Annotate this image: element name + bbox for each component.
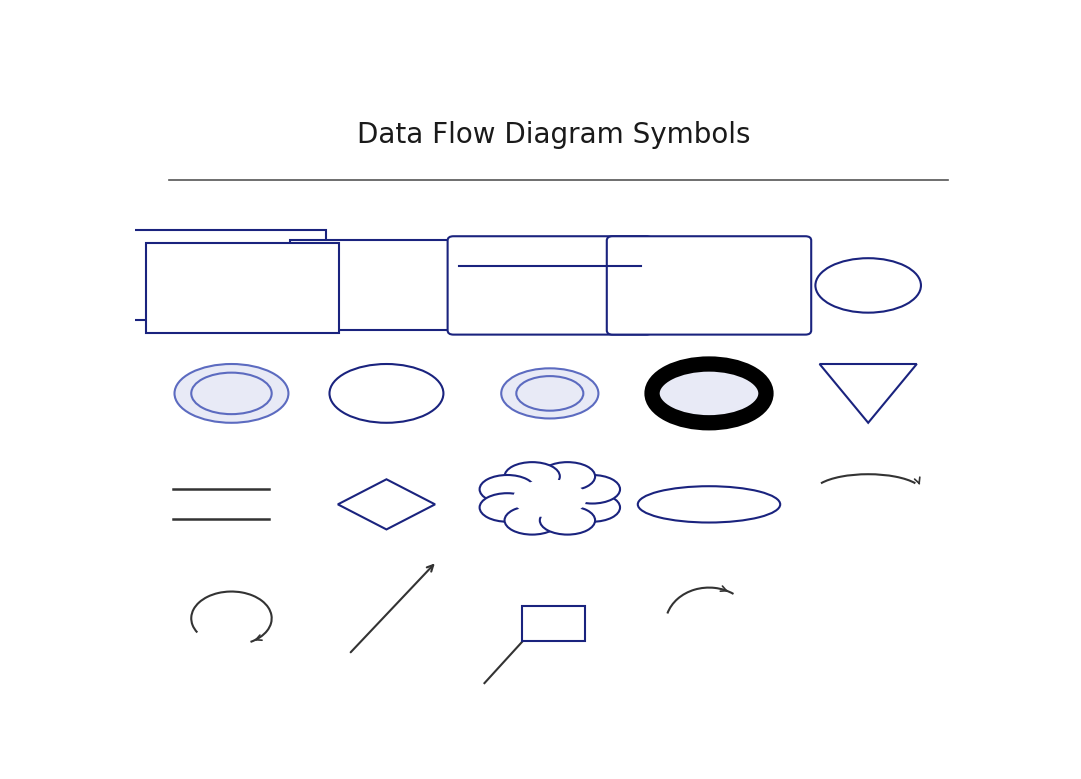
Ellipse shape [815, 258, 921, 312]
Ellipse shape [502, 368, 599, 418]
Bar [133, 230, 326, 319]
Polygon shape [338, 479, 435, 530]
Ellipse shape [652, 364, 766, 423]
Ellipse shape [564, 475, 620, 503]
Ellipse shape [638, 486, 780, 523]
Ellipse shape [191, 372, 271, 414]
Ellipse shape [480, 493, 535, 522]
Ellipse shape [505, 506, 560, 534]
Ellipse shape [539, 506, 596, 534]
Ellipse shape [539, 462, 596, 491]
FancyBboxPatch shape [448, 236, 652, 335]
Ellipse shape [174, 364, 289, 423]
Ellipse shape [480, 475, 535, 503]
Bar [290, 241, 483, 330]
Ellipse shape [517, 376, 584, 411]
Bar [146, 243, 338, 333]
Ellipse shape [330, 364, 443, 423]
Text: Data Flow Diagram Symbols: Data Flow Diagram Symbols [357, 122, 751, 150]
Ellipse shape [513, 479, 587, 517]
Ellipse shape [564, 493, 620, 522]
Polygon shape [819, 364, 917, 423]
Ellipse shape [505, 462, 560, 491]
Bar [522, 606, 585, 641]
FancyBboxPatch shape [606, 236, 811, 335]
